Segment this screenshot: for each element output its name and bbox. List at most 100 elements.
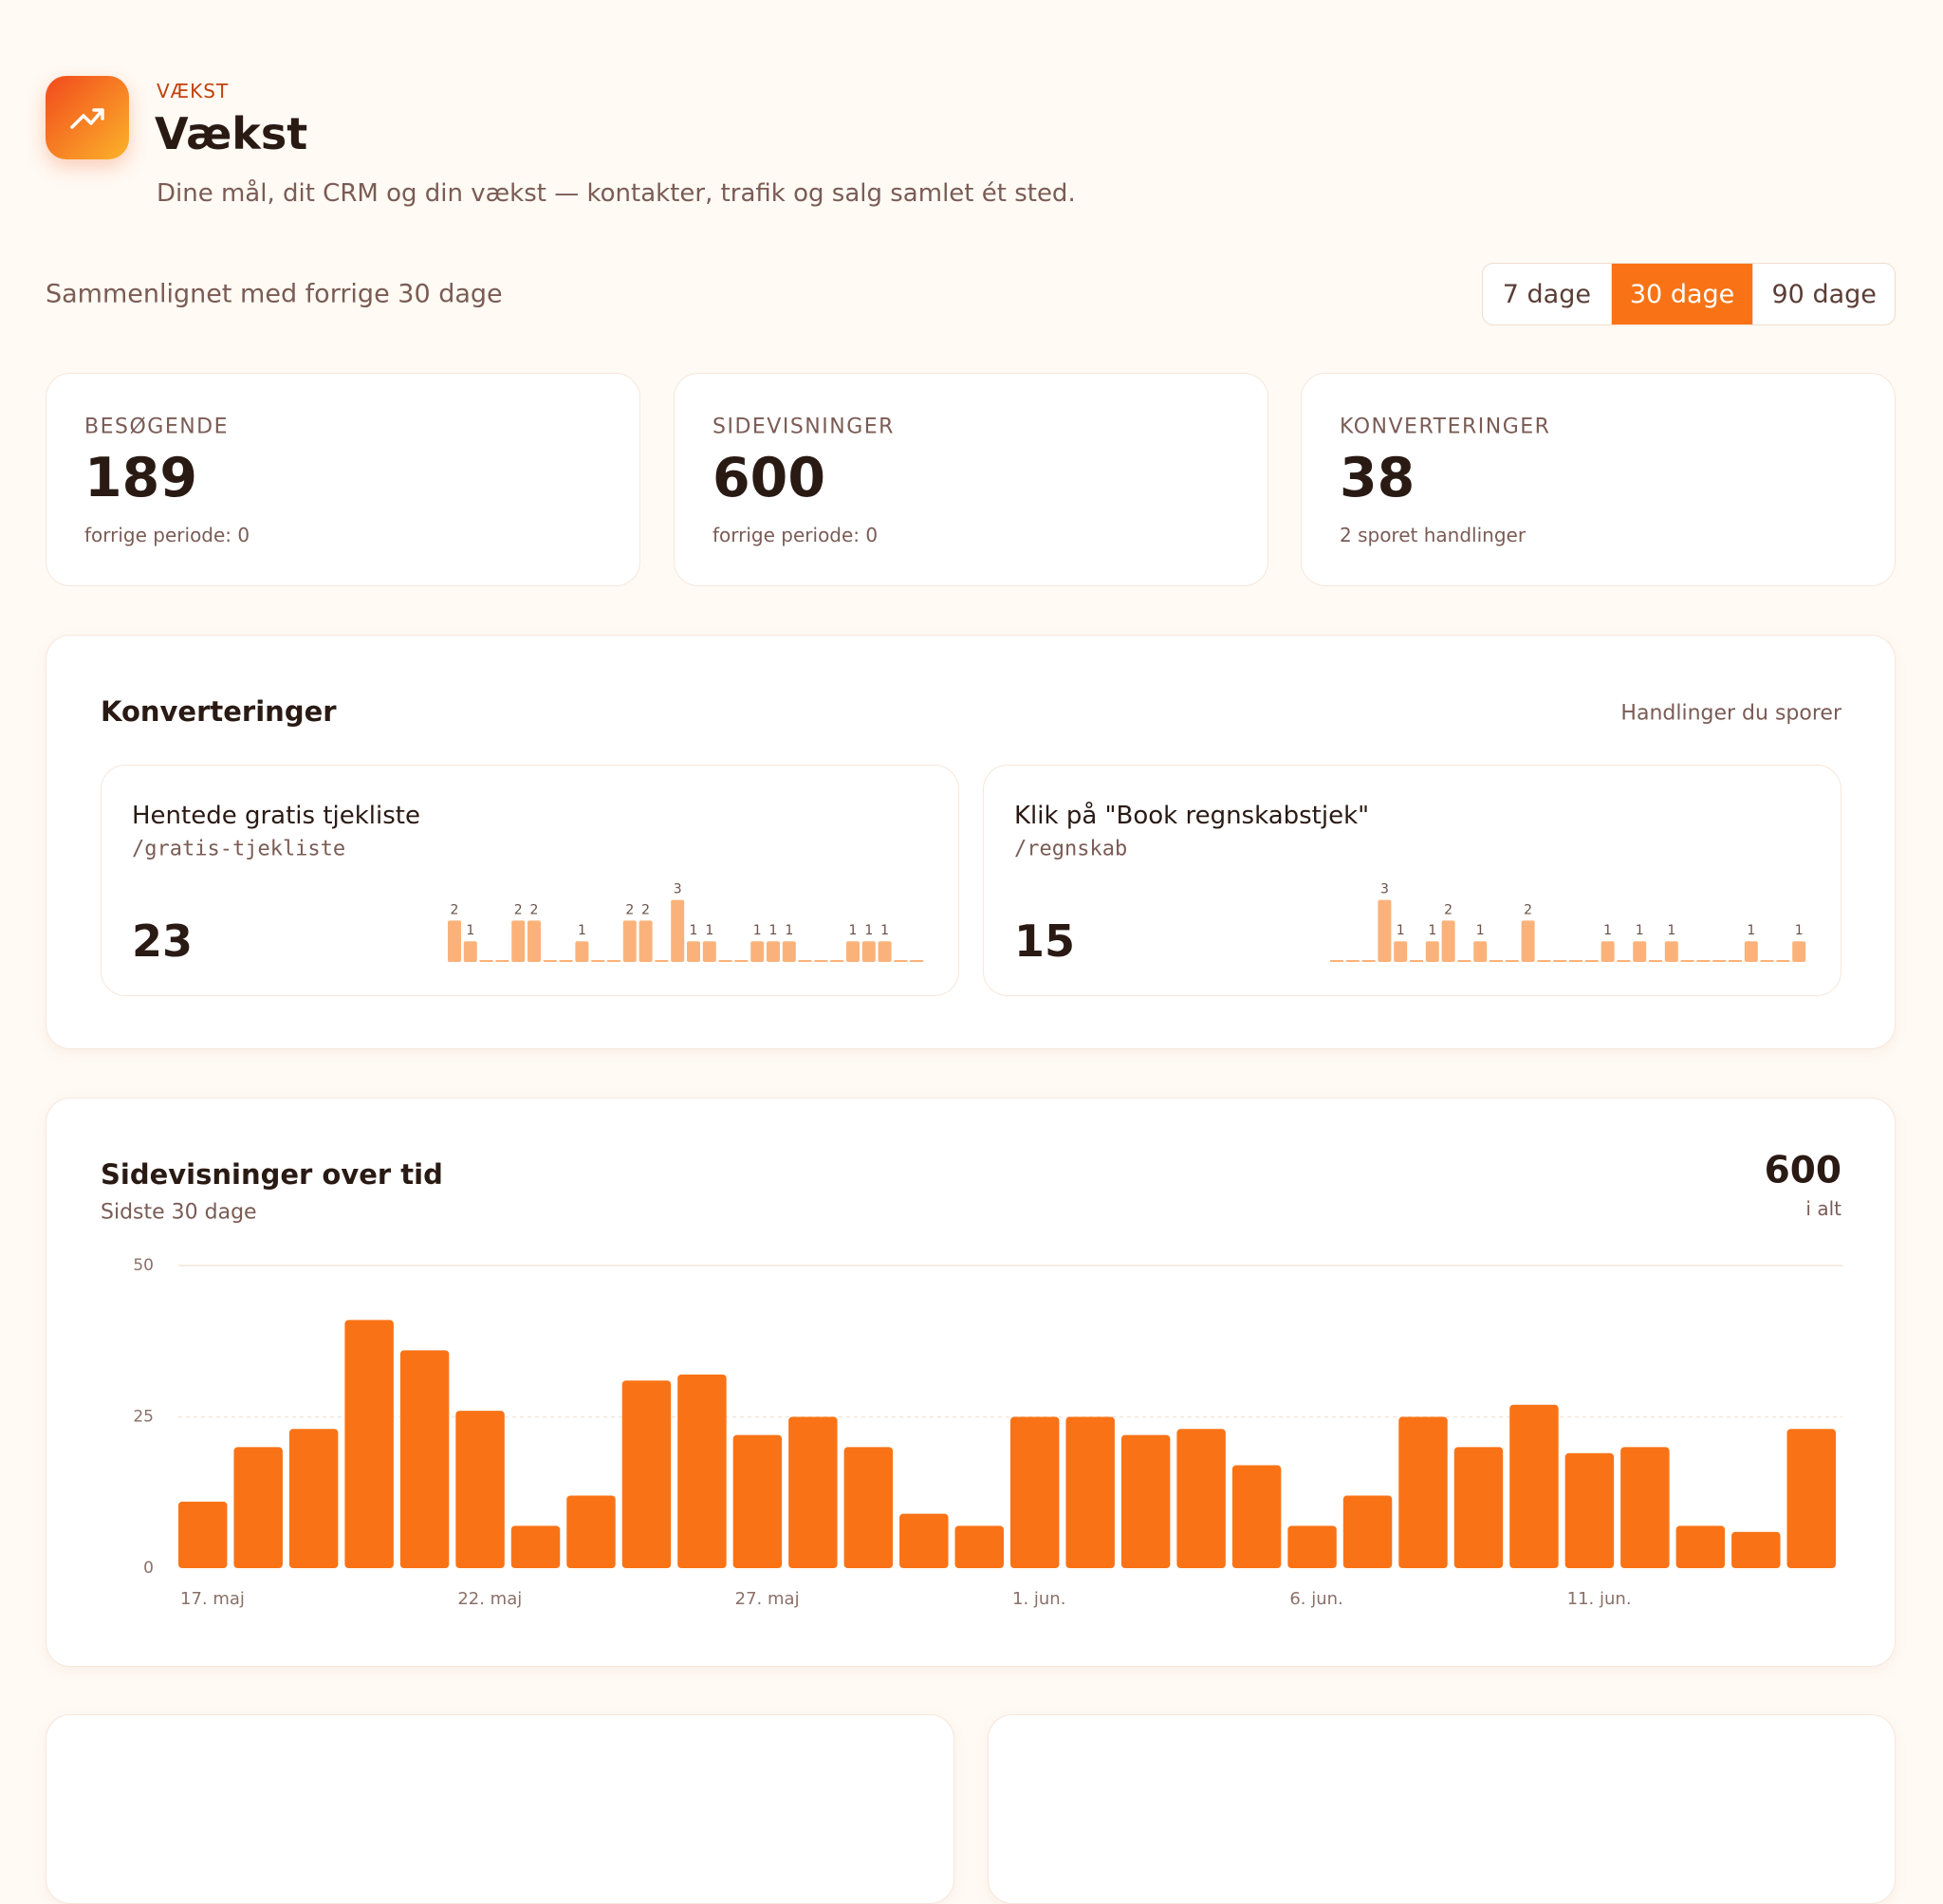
value-label: 1 <box>1795 923 1804 938</box>
bar <box>399 1350 450 1568</box>
value-label: 1 <box>466 923 474 938</box>
conversion-card: Klik på "Book regnskabstjek" /regnskab 15 3… <box>983 765 1841 996</box>
bar <box>455 1411 505 1568</box>
bar <box>1664 941 1678 962</box>
value-label: 3 <box>1380 882 1389 897</box>
conversion-total: 15 <box>1014 915 1076 967</box>
bar <box>1342 1495 1393 1568</box>
bar <box>463 941 477 962</box>
zero-dash <box>1649 960 1662 962</box>
value-label: 1 <box>880 923 889 938</box>
bar <box>527 920 541 962</box>
stat-label: KONVERTERINGER <box>1340 415 1551 439</box>
stat-value: 38 <box>1340 447 1416 509</box>
range-tabs: 7 dage 30 dage 90 dage <box>1482 263 1896 325</box>
zero-dash <box>830 960 844 962</box>
page: VÆKST Vækst Dine mål, dit CRM og din væk… <box>46 76 1896 1904</box>
bar <box>1792 941 1806 962</box>
conversion-name: Klik på "Book regnskabstjek" <box>1014 802 1370 830</box>
zero-dash <box>1457 960 1471 962</box>
range-tab[interactable]: 7 dage <box>1502 279 1591 309</box>
zero-dash <box>1760 960 1774 962</box>
value-label: 2 <box>1444 902 1453 917</box>
zero-dash <box>1696 960 1711 962</box>
bar <box>1633 941 1647 962</box>
bar <box>1287 1525 1337 1568</box>
bar <box>1509 1404 1559 1568</box>
zero-dash <box>1330 960 1343 962</box>
stat-card: BESØGENDE 189 forrige periode: 0 <box>46 373 640 586</box>
zero-dash <box>798 960 812 962</box>
bar <box>899 1513 949 1568</box>
bar <box>1453 1447 1504 1568</box>
bar <box>1564 1452 1615 1568</box>
bar <box>1176 1429 1226 1568</box>
conversion-path: /regnskab <box>1014 837 1128 861</box>
zero-dash <box>495 960 509 962</box>
value-label: 2 <box>530 902 539 917</box>
x-tick-label: 27. maj <box>735 1589 800 1609</box>
stat-note: 2 sporet handlinger <box>1340 524 1527 546</box>
zero-dash <box>1345 960 1360 962</box>
value-label: 1 <box>1667 923 1675 938</box>
x-tick-label: 17. maj <box>180 1589 245 1609</box>
stat-card: SIDEVISNINGER 600 forrige periode: 0 <box>674 373 1268 586</box>
bar <box>1398 1416 1448 1568</box>
bar <box>1521 920 1535 962</box>
panel-title: Konverteringer <box>101 695 337 728</box>
eyebrow: VÆKST <box>157 80 230 102</box>
bar <box>511 920 526 962</box>
bar <box>861 941 876 962</box>
total: 600 <box>1764 1149 1841 1192</box>
bar <box>1786 1429 1836 1568</box>
bottom-card <box>988 1714 1896 1904</box>
value-label: 1 <box>769 923 778 938</box>
bar <box>1731 1531 1781 1568</box>
zero-dash <box>1537 960 1551 962</box>
value-label: 1 <box>705 923 713 938</box>
zero-dash <box>1680 960 1694 962</box>
stat-label: BESØGENDE <box>84 415 230 439</box>
bar <box>843 1447 894 1568</box>
x-tick-label: 22. maj <box>457 1589 522 1609</box>
value-label: 1 <box>1636 923 1644 938</box>
pageviews-chart: 0 25 50 17. maj 22. maj 27. maj 1. jun. 6. jun.… <box>133 1256 1842 1609</box>
bar <box>1601 941 1615 962</box>
bar <box>767 941 780 962</box>
zero-dash <box>655 960 669 962</box>
bar <box>750 941 765 962</box>
zero-dash <box>1712 960 1727 962</box>
value-label: 1 <box>1397 923 1405 938</box>
stat-note: forrige periode: 0 <box>712 524 879 546</box>
zero-dash <box>910 960 924 962</box>
zero-dash <box>1569 960 1582 962</box>
total-label: i alt <box>1805 1197 1841 1220</box>
bar <box>702 941 716 962</box>
value-label: 1 <box>785 923 793 938</box>
bar <box>1065 1416 1115 1568</box>
x-tick-label: 6. jun. <box>1289 1589 1342 1609</box>
pageviews-panel: Sidevisninger over tid Sidste 30 dage 60… <box>46 1098 1896 1667</box>
bar <box>1441 920 1455 962</box>
bar <box>448 920 461 962</box>
bar <box>788 1416 838 1568</box>
zero-dash <box>1776 960 1790 962</box>
bar <box>575 941 589 962</box>
range-tab[interactable]: 90 dage <box>1752 264 1895 324</box>
conversion-name: Hentede gratis tjekliste <box>132 802 420 830</box>
range-tab[interactable]: 30 dage <box>1610 264 1753 324</box>
bar <box>687 941 700 962</box>
bar <box>622 920 637 962</box>
zero-dash <box>1505 960 1519 962</box>
panel-subtitle: Sidste 30 dage <box>101 1200 257 1225</box>
value-label: 1 <box>849 923 858 938</box>
bar <box>1744 941 1758 962</box>
panel-hint: Handlinger du sporer <box>1620 701 1841 726</box>
zero-dash <box>1361 960 1376 962</box>
bar <box>178 1501 228 1568</box>
value-label: 2 <box>1524 902 1532 917</box>
zero-dash <box>543 960 557 962</box>
zero-dash <box>1729 960 1742 962</box>
bar <box>1473 941 1488 962</box>
bar <box>621 1380 672 1568</box>
